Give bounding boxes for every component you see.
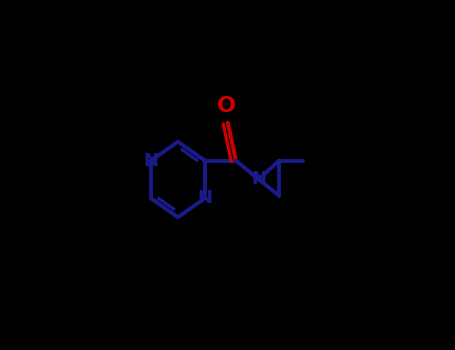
Text: N: N xyxy=(143,152,158,170)
Text: N: N xyxy=(197,189,212,207)
Text: N: N xyxy=(251,170,266,188)
Text: O: O xyxy=(217,96,236,116)
